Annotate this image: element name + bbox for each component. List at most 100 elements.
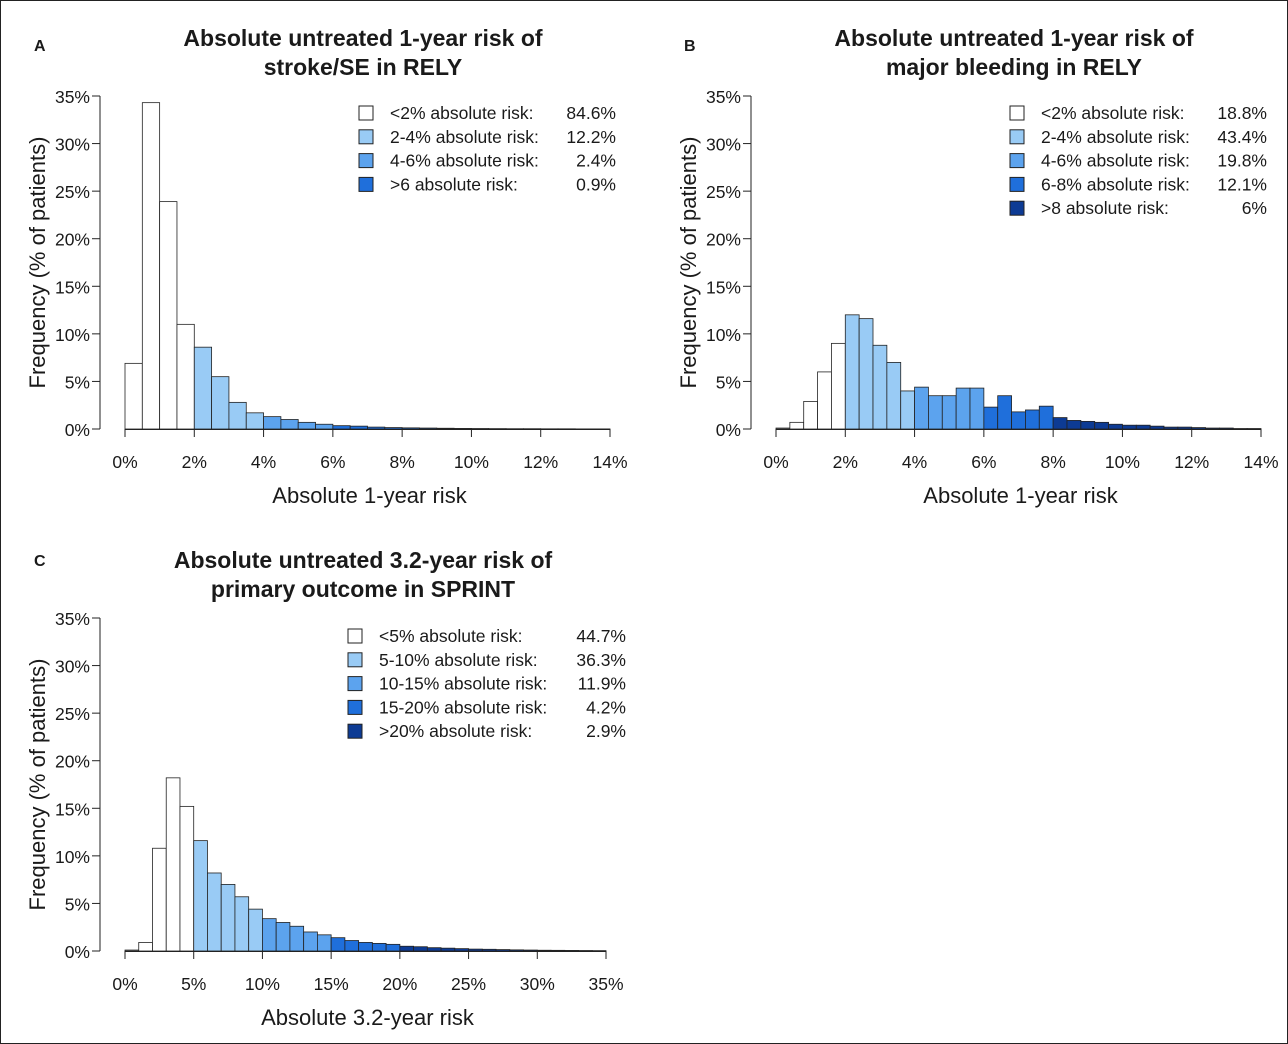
y-tick-label: 20% [55, 752, 90, 772]
y-axis: 0% 5% 10% 15% 20% 25% 30% 35% Frequency (% of pa… [676, 87, 752, 440]
y-tick-label: 10% [706, 325, 741, 345]
x-tick-label: 25% [451, 974, 486, 994]
histogram-bar [831, 342, 846, 430]
chart-title: Absolute untreated 1-year risk of [834, 25, 1193, 51]
histogram-bar [141, 102, 161, 430]
histogram-bar [315, 423, 334, 430]
x-tick-label: 0% [112, 452, 137, 472]
x-tick-label: 12% [523, 452, 558, 472]
histogram-bar [367, 426, 386, 430]
chart-subtitle: stroke/SE in RELY [264, 54, 463, 80]
legend-label: >6 absolute risk: [390, 174, 518, 194]
legend: <2% absolute risk: 18.8% 2-4% absolute ris… [1009, 103, 1267, 218]
histogram-bar [1191, 427, 1206, 430]
x-tick-label: 10% [245, 974, 280, 994]
histogram-bar [1052, 417, 1068, 430]
histogram-bar [1025, 409, 1040, 430]
histogram-bar [803, 401, 818, 430]
histogram-bar [481, 948, 497, 952]
legend-label: 10-15% absolute risk: [379, 674, 547, 694]
y-tick-label: 15% [706, 277, 741, 297]
histogram-bar [330, 937, 346, 952]
histogram-bar [872, 344, 888, 430]
histogram-bar [1094, 421, 1109, 430]
panel-b: B Absolute untreated 1-year risk of major … [676, 25, 1279, 508]
histogram-bar [426, 947, 442, 952]
histogram-bar [358, 942, 373, 952]
legend-value: 19.8% [1217, 151, 1267, 171]
legend-label: >8 absolute risk: [1041, 198, 1169, 218]
histogram-bar [900, 390, 915, 430]
y-tick-label: 20% [706, 230, 741, 250]
y-tick-label: 0% [716, 420, 741, 440]
legend-value: 6% [1242, 198, 1267, 218]
legend-swatch [347, 652, 363, 668]
histogram-bar [297, 421, 316, 430]
x-tick-label: 2% [182, 452, 207, 472]
legend-swatch [1009, 153, 1025, 169]
histogram-bar [775, 427, 791, 430]
legend-label: 4-6% absolute risk: [1041, 151, 1190, 171]
histogram-bar [817, 371, 832, 430]
panel-c: C Absolute untreated 3.2-year risk of prim… [25, 547, 626, 1030]
legend-label: <2% absolute risk: [1041, 103, 1184, 123]
legend-value: 2.4% [576, 151, 616, 171]
y-tick-label: 35% [55, 87, 90, 107]
y-tick-label: 10% [55, 847, 90, 867]
x-tick-label: 0% [112, 974, 137, 994]
histogram-bar [536, 949, 552, 952]
histogram-bar [303, 931, 318, 952]
y-tick-label: 0% [65, 420, 90, 440]
x-tick-label: 4% [902, 452, 927, 472]
histogram-bar [509, 949, 524, 952]
x-axis-label: Absolute 1-year risk [272, 483, 467, 508]
histogram-bar [159, 201, 178, 430]
legend-swatch [358, 153, 374, 169]
histogram-bar [495, 949, 511, 952]
x-tick-label: 14% [1243, 452, 1278, 472]
legend-swatch [347, 628, 363, 644]
histogram-bar [193, 346, 213, 430]
histogram-bar [1205, 427, 1220, 430]
histogram-bar [263, 416, 282, 430]
histogram-bar [1122, 424, 1137, 430]
histogram-bar [179, 805, 195, 952]
x-tick-label: 0% [763, 452, 788, 472]
y-tick-label: 25% [55, 704, 90, 724]
x-tick-label: 5% [181, 974, 206, 994]
legend-label: 6-8% absolute risk: [1041, 174, 1190, 194]
legend-value: 36.3% [576, 650, 626, 670]
histogram-bar [371, 942, 387, 952]
panel-a: A Absolute untreated 1-year risk of stroke… [25, 25, 628, 508]
histogram-bar [332, 425, 351, 430]
y-axis-label: Frequency (% of patients) [676, 137, 701, 389]
histogram-bar [1108, 423, 1123, 430]
histogram-bar [858, 318, 874, 430]
legend-value: 0.9% [576, 174, 616, 194]
histogram-bar [289, 925, 305, 952]
chart-subtitle: primary outcome in SPRINT [211, 576, 515, 602]
y-tick-label: 35% [706, 87, 741, 107]
y-tick-label: 15% [55, 799, 90, 819]
histogram-bar [564, 950, 579, 952]
histogram-bar [419, 427, 438, 430]
y-tick-label: 5% [716, 372, 741, 392]
histogram-bar [207, 872, 222, 952]
y-tick-label: 10% [55, 325, 90, 345]
histogram-bar [523, 949, 538, 952]
legend-label: 2-4% absolute risk: [390, 127, 539, 147]
histogram-bar [280, 419, 299, 430]
histogram-bar [220, 884, 236, 952]
y-axis-label: Frequency (% of patients) [25, 659, 50, 911]
y-tick-label: 35% [55, 609, 90, 629]
y-tick-label: 25% [55, 182, 90, 202]
histogram-bar [969, 387, 985, 430]
histogram-bar [941, 395, 957, 430]
y-tick-label: 15% [55, 277, 90, 297]
x-tick-label: 12% [1174, 452, 1209, 472]
legend-swatch [1009, 200, 1025, 216]
x-tick-label: 2% [833, 452, 858, 472]
histogram-bar [1066, 420, 1082, 430]
